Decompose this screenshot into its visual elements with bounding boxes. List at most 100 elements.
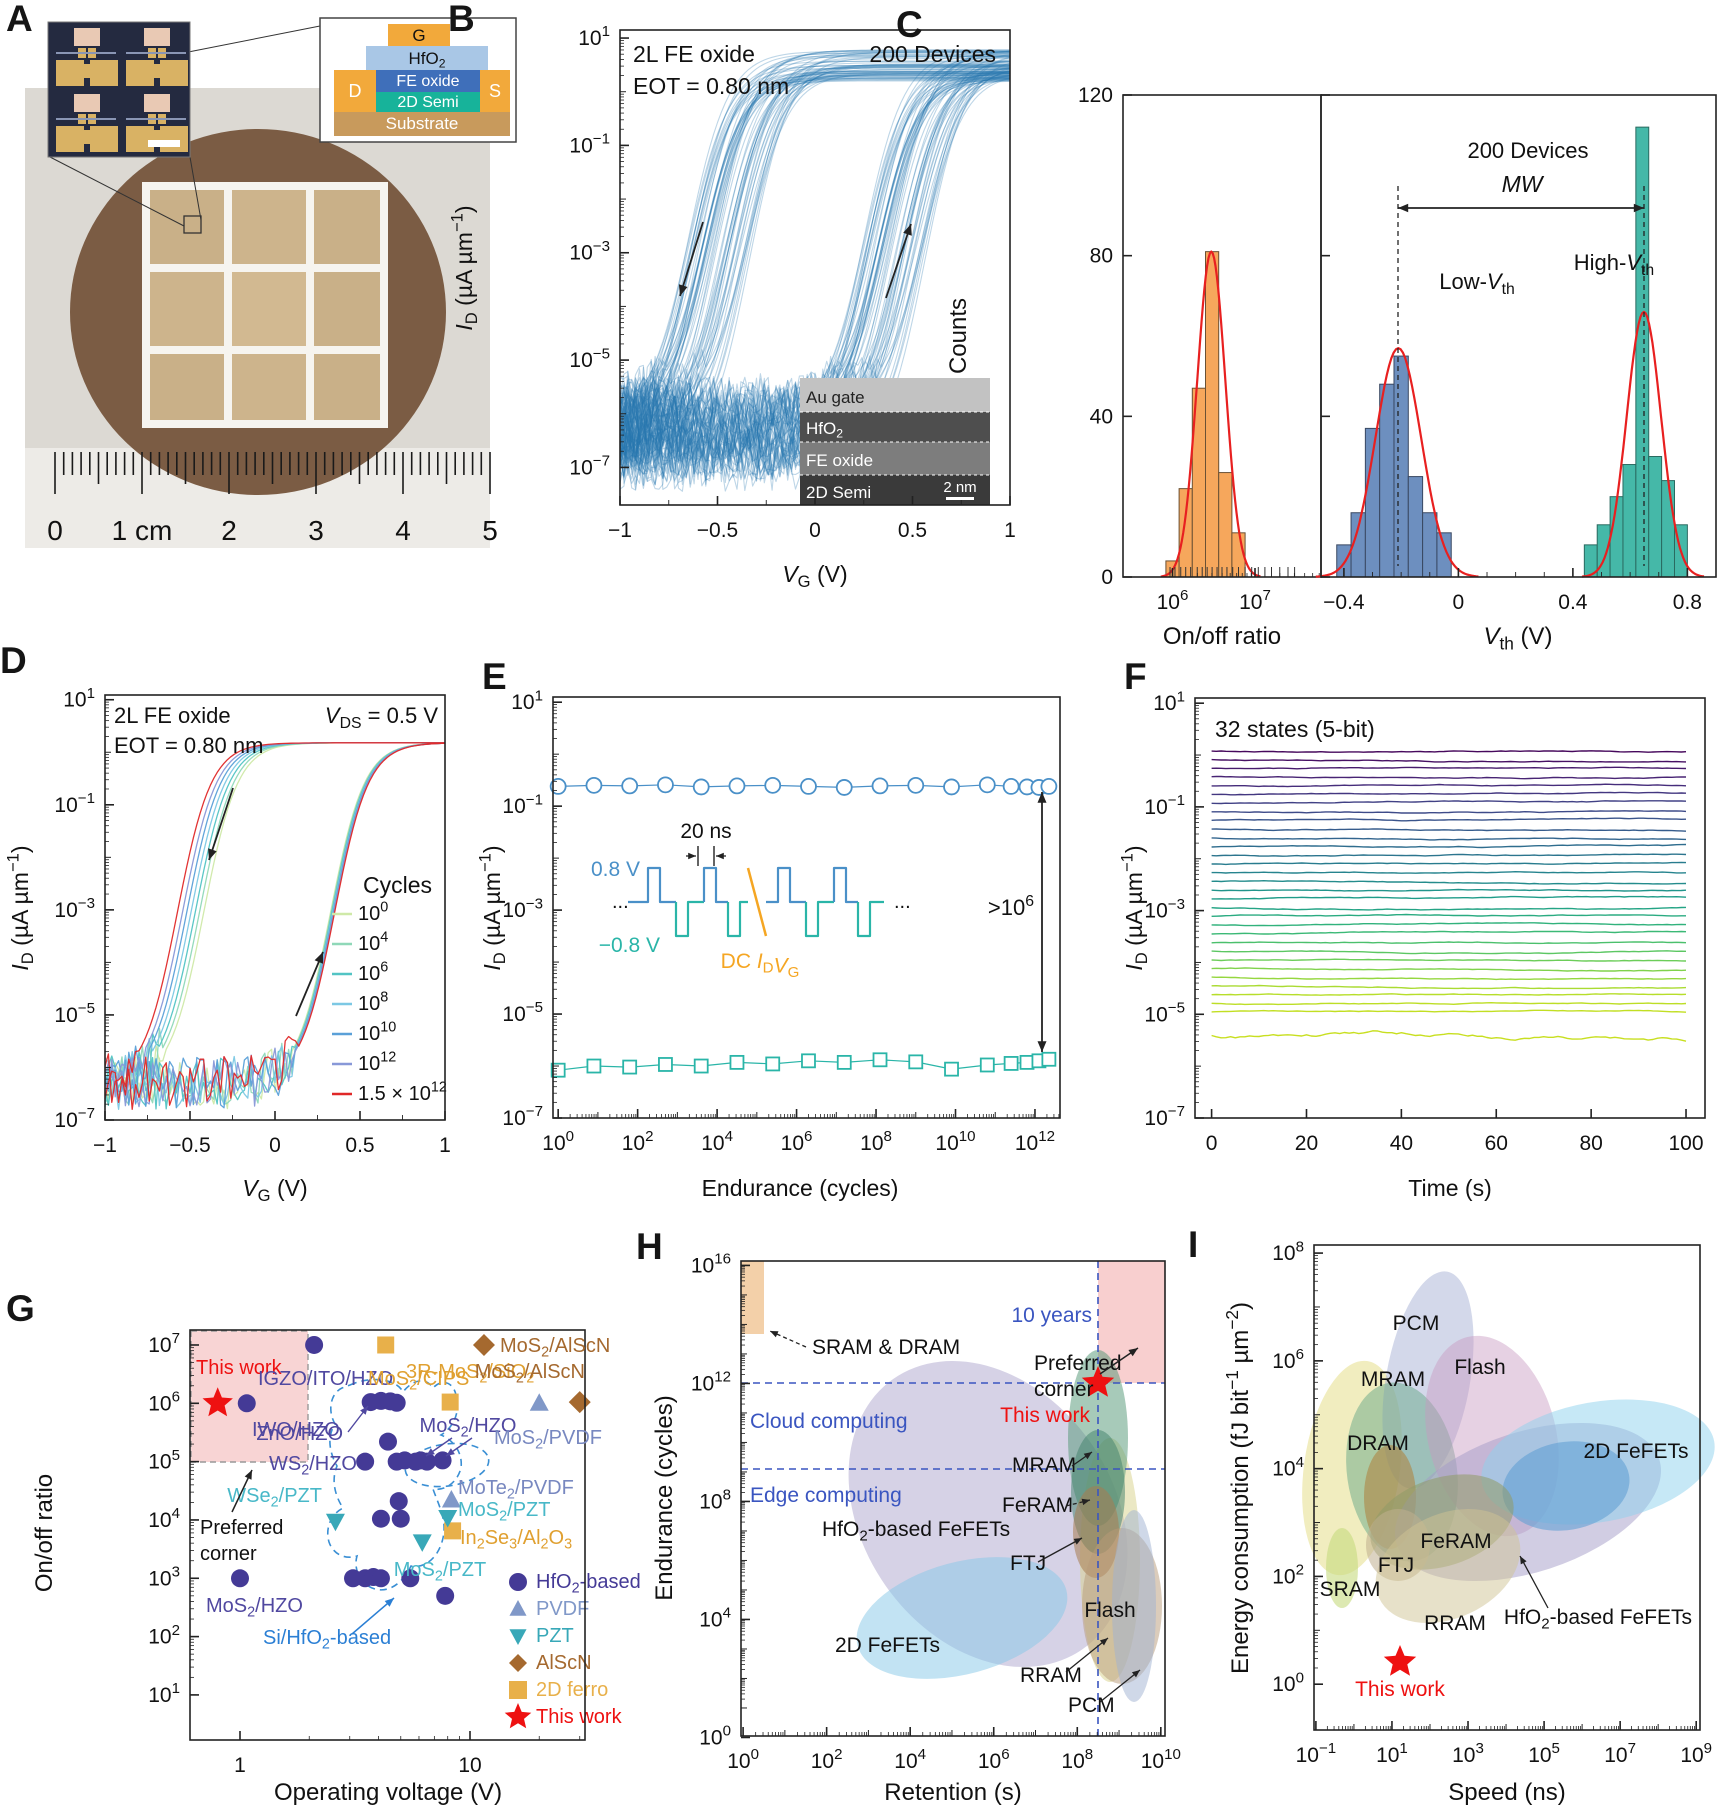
label: 5 <box>482 515 498 546</box>
label: 1012 <box>1015 1128 1055 1155</box>
label: G <box>412 26 425 45</box>
label: 1010 <box>935 1128 975 1155</box>
panel-label-g: G <box>6 1288 35 1329</box>
label: 1 <box>1004 519 1016 542</box>
tridown-marker <box>438 1510 458 1528</box>
label: 102 <box>622 1128 654 1155</box>
label: 2 nm <box>943 479 976 496</box>
label: Flash <box>1454 1356 1505 1379</box>
label: 32 states (5-bit) <box>1215 716 1375 742</box>
circle-marker <box>371 1569 390 1588</box>
label: Counts <box>945 298 972 374</box>
label: FeRAM <box>1002 1494 1073 1517</box>
panel-label-b: B <box>448 0 475 39</box>
label: MoS2/AlScN <box>500 1335 610 1360</box>
axes-box <box>1320 94 1717 578</box>
label: 101 <box>1376 1740 1408 1767</box>
star-marker <box>202 1387 233 1417</box>
label: RRAM <box>1020 1664 1082 1687</box>
label: 106 <box>1272 1346 1304 1373</box>
label: 10−7 <box>54 1105 95 1132</box>
label: 10−3 <box>502 895 543 922</box>
label: Vth (V) <box>1483 623 1552 653</box>
label: 100 <box>699 1723 731 1750</box>
label: 10−5 <box>1144 999 1185 1026</box>
label: MoS2/AlScN <box>475 1361 585 1386</box>
label: MoS2/PZT <box>394 1559 486 1584</box>
star-marker <box>1081 1366 1115 1397</box>
panel-label-e: E <box>482 656 507 697</box>
label: Flash <box>1084 1599 1135 1622</box>
star-marker <box>504 1703 532 1729</box>
panel-d-endurance-transfer: 100 104 106 108 1010 1012 1.5 × 1012 −1 −0.5 0 0.5… <box>3 685 451 1205</box>
label: −0.4 <box>1323 591 1365 614</box>
square-marker <box>509 1681 527 1699</box>
circle-marker <box>305 1335 324 1354</box>
label: 10−3 <box>1144 896 1185 923</box>
label: High-Vth <box>1574 250 1654 279</box>
label: 3R-MoS2/SiO2 <box>406 1361 534 1386</box>
label: This work <box>536 1706 623 1728</box>
triup-marker <box>441 1489 461 1508</box>
panel-e-endurance-cycling: 100 102 104 106 108 1010 1012 101 10−1 10−3 10−5 10… <box>475 687 1061 1201</box>
label: ID (µA µm−1) <box>1117 845 1151 970</box>
axes-box <box>189 1329 586 1741</box>
label: 40 <box>1090 405 1113 428</box>
label: 106 <box>358 960 388 985</box>
label: Substrate <box>386 114 459 133</box>
label: −1 <box>608 519 632 542</box>
panel-label-c: C <box>896 4 923 45</box>
label: 10−3 <box>54 895 95 922</box>
label: VG (V) <box>242 1175 307 1205</box>
label: 2 <box>221 515 237 546</box>
label: 200 Devices <box>1467 138 1588 163</box>
label: 109 <box>1680 1740 1712 1767</box>
label: MoTe2/PVDF <box>458 1477 574 1502</box>
diamond-marker <box>568 1391 591 1414</box>
label: ID (µA µm−1) <box>475 845 509 970</box>
label: FE oxide <box>396 73 459 90</box>
label: 1010 <box>1141 1746 1181 1773</box>
label: FE oxide <box>806 451 873 470</box>
circle-marker <box>436 1586 455 1605</box>
label: 107 <box>148 1330 180 1357</box>
label: 3 <box>308 515 324 546</box>
label: 107 <box>1239 587 1271 614</box>
label: SRAM & DRAM <box>812 1336 960 1359</box>
label: 0.8 V <box>591 858 640 881</box>
diamond-marker <box>472 1333 495 1356</box>
label: 108 <box>1061 1746 1093 1773</box>
label: corner <box>1034 1378 1094 1401</box>
label: 1 <box>439 1134 451 1157</box>
label: RRAM <box>1424 1612 1486 1635</box>
label: 80 <box>1579 1132 1602 1155</box>
label: 108 <box>1272 1238 1304 1265</box>
label: 1 <box>234 1754 246 1777</box>
label: 0.8 <box>1673 591 1702 614</box>
label: 105 <box>1528 1740 1560 1767</box>
label: EOT = 0.80 nm <box>114 733 263 758</box>
label: MoS2/HZO <box>206 1595 303 1620</box>
panel-label-d: D <box>0 640 27 681</box>
label: MoS2/PZT <box>458 1499 550 1524</box>
panel-f-retention-states: 0 20 40 60 80 100 101 10−1 10−3 10−5 10−7 32 states… <box>1117 688 1706 1201</box>
label: 104 <box>1272 1454 1304 1481</box>
label: 10−5 <box>54 1000 95 1027</box>
circle-marker <box>237 1394 256 1413</box>
label: AlScN <box>536 1652 592 1674</box>
label: VDS = 0.5 V <box>325 703 438 732</box>
label: −0.5 <box>169 1134 210 1157</box>
tridown-marker <box>509 1629 527 1645</box>
label: Retention (s) <box>884 1779 1021 1806</box>
label: 100 <box>358 900 388 925</box>
label: Edge computing <box>750 1484 902 1507</box>
circle-marker <box>356 1452 375 1471</box>
square-marker <box>444 1522 462 1540</box>
label: Preferred <box>200 1517 283 1539</box>
panel-label-a: A <box>6 0 33 39</box>
panel-c1-hist-onoff: 106 107 0 40 80 120 Counts On/off ratio <box>945 84 1322 650</box>
label: 40 <box>1390 1132 1413 1155</box>
label: 2D ferro <box>536 1679 608 1701</box>
label: 2D Semi <box>397 94 458 111</box>
